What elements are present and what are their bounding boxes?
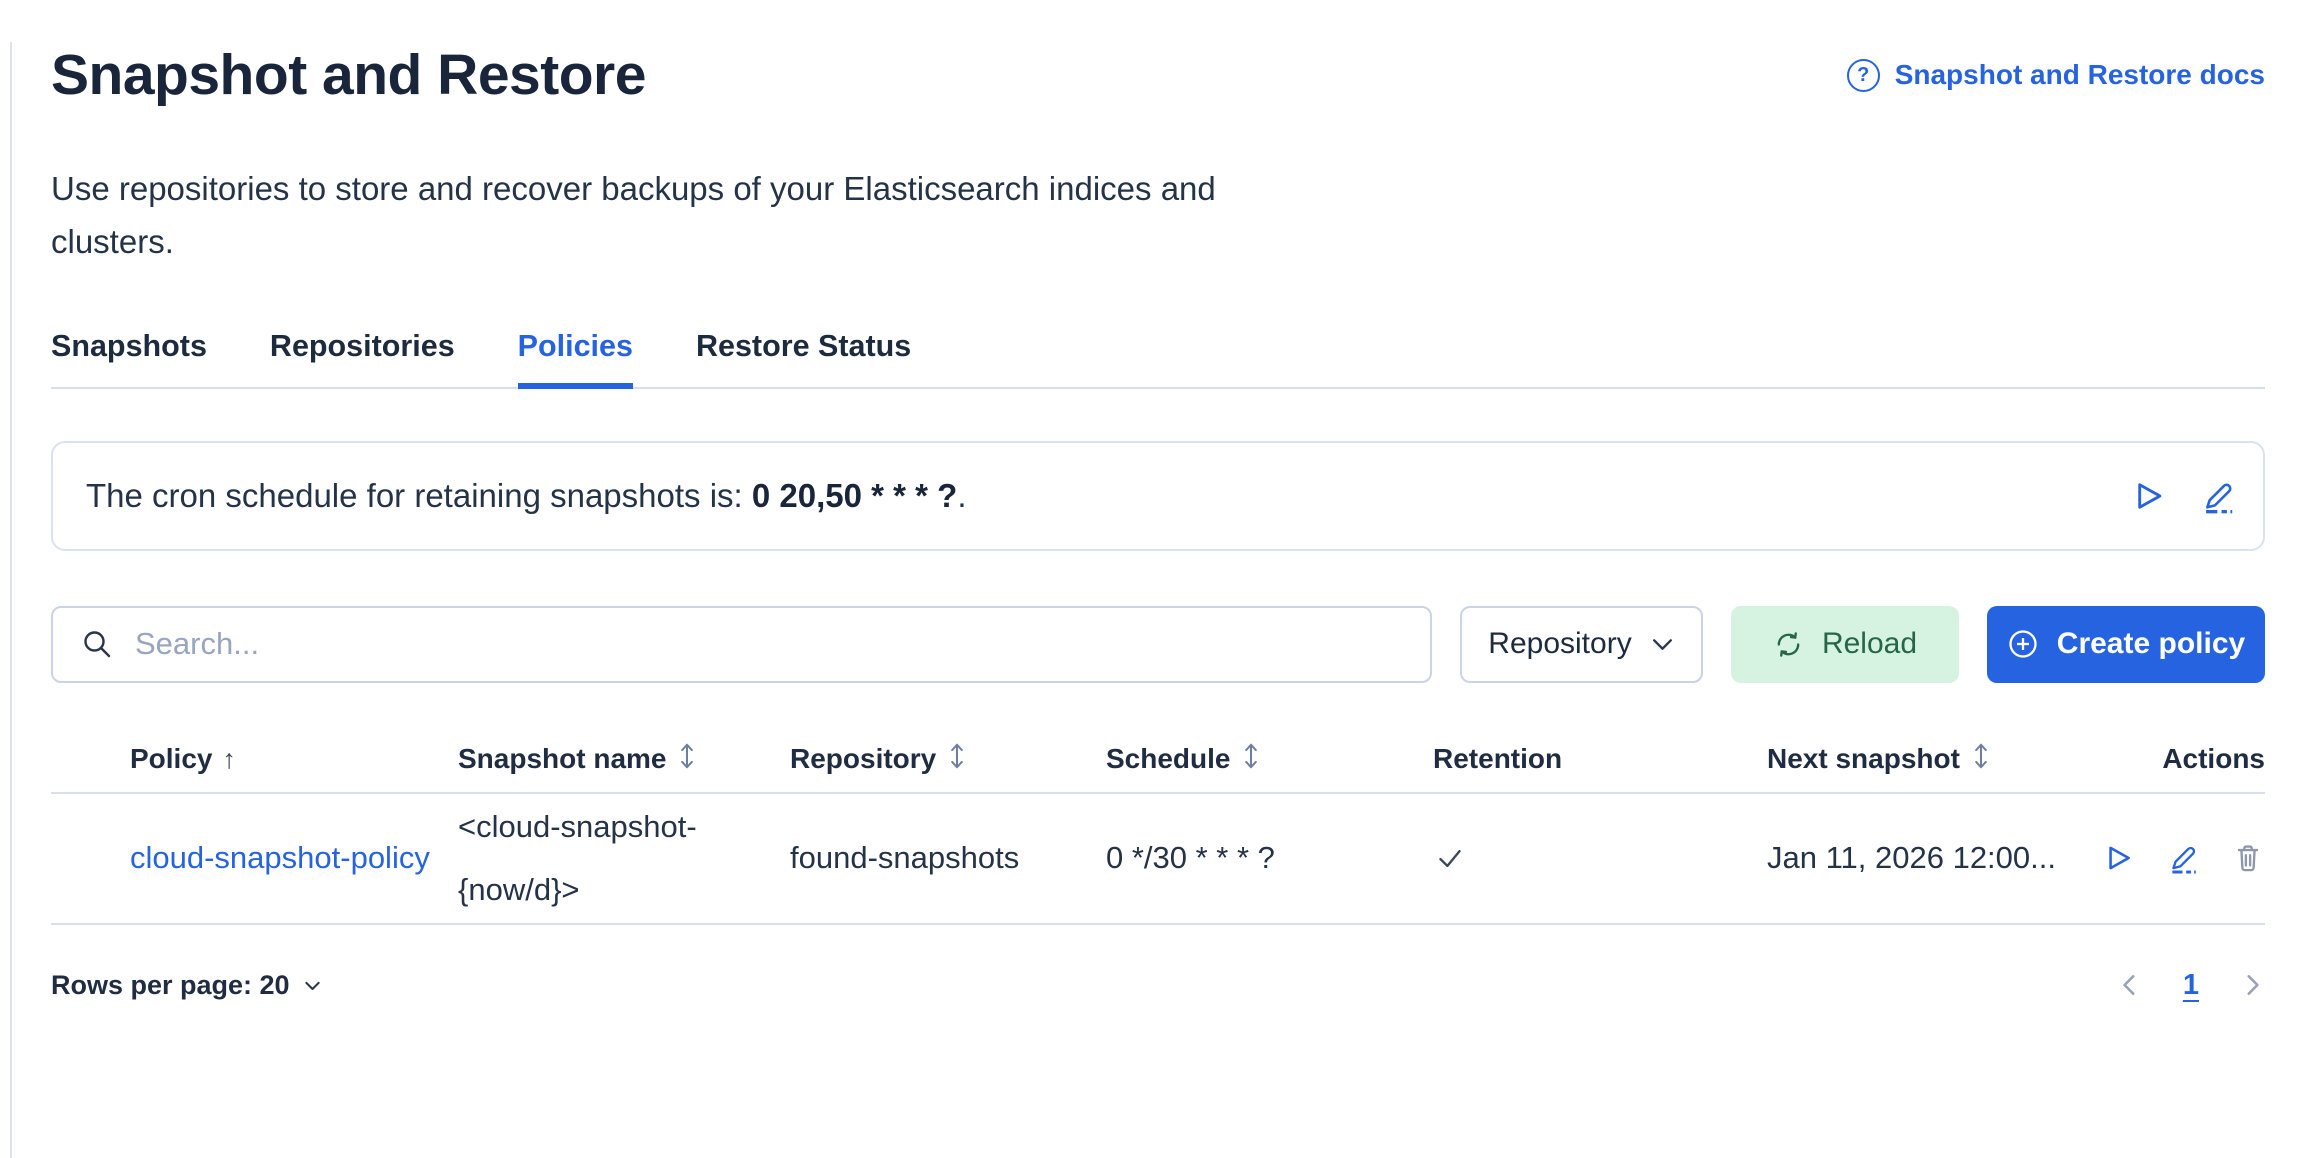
page-header: Snapshot and Restore ? Snapshot and Rest… [51, 42, 2265, 108]
rows-per-page-label: Rows per page: 20 [51, 969, 290, 1000]
row-actions [2100, 841, 2265, 875]
reload-button-label: Reload [1821, 627, 1918, 661]
panel-edge-divider [10, 42, 12, 1158]
page-number-1[interactable]: 1 [2182, 968, 2199, 1001]
schedule-cell: 0 */30 * * * ? [1106, 840, 1275, 876]
policies-toolbar: Repository Reload Create policy [51, 605, 2265, 683]
pencil-icon [2206, 483, 2233, 514]
column-header-next-snapshot[interactable]: Next snapshot [1767, 741, 2100, 778]
policy-name-link[interactable]: cloud-snapshot-policy [130, 840, 430, 876]
edit-policy-button[interactable] [2166, 841, 2200, 875]
repository-filter-label: Repository [1488, 627, 1632, 661]
rows-per-page-button[interactable]: Rows per page: 20 [51, 970, 323, 1001]
column-header-retention: Retention [1433, 743, 1563, 775]
snapshot-name-cell: <cloud-snapshot-{now/d}> [458, 808, 697, 908]
create-policy-label: Create policy [2056, 627, 2246, 661]
repository-filter-button[interactable]: Repository [1460, 605, 1703, 683]
cron-expression: 0 20,50 * * * ? [751, 476, 958, 514]
tab-snapshots[interactable]: Snapshots [51, 328, 207, 363]
sortable-icon [676, 741, 698, 778]
run-policy-button[interactable] [2101, 841, 2135, 875]
play-icon [2138, 483, 2162, 509]
pencil-icon [2172, 847, 2196, 874]
column-header-snapshot-name[interactable]: Snapshot name [458, 741, 790, 778]
page-description: Use repositories to store and recover ba… [51, 170, 1216, 261]
column-header-repository[interactable]: Repository [790, 741, 1106, 778]
create-policy-button[interactable]: Create policy [1987, 605, 2265, 683]
docs-link[interactable]: ? Snapshot and Restore docs [1846, 58, 2265, 92]
sort-asc-icon: ↑ [222, 743, 236, 774]
plus-circle-icon [2009, 630, 2037, 659]
search-box [51, 605, 1432, 683]
run-retention-button[interactable] [2129, 477, 2167, 515]
previous-page-button[interactable] [2117, 972, 2143, 998]
play-icon [2109, 847, 2130, 870]
next-page-button[interactable] [2239, 972, 2265, 998]
retention-schedule-text: The cron schedule for retaining snapshot… [86, 476, 967, 514]
table-header: Policy ↑ Snapshot name Repository Schedu… [51, 741, 2265, 794]
sortable-icon [1240, 741, 1262, 778]
help-icon: ? [1846, 58, 1880, 92]
column-header-actions: Actions [2162, 743, 2265, 775]
page-title: Snapshot and Restore [51, 43, 646, 107]
retention-cell [1433, 841, 1767, 875]
check-icon [1439, 850, 1461, 868]
trash-icon [2237, 845, 2259, 872]
column-header-schedule[interactable]: Schedule [1106, 741, 1433, 778]
reload-button[interactable]: Reload [1731, 605, 1959, 683]
chevron-down-icon [1652, 639, 1672, 650]
tabs: Snapshots Repositories Policies Restore … [51, 329, 2265, 389]
docs-link-label: Snapshot and Restore docs [1894, 59, 2265, 90]
edit-retention-button[interactable] [2199, 477, 2237, 515]
chevron-right-icon [2247, 975, 2259, 996]
sortable-icon [946, 741, 968, 778]
tab-restore-status[interactable]: Restore Status [695, 328, 912, 363]
retention-schedule-callout: The cron schedule for retaining snapshot… [51, 440, 2265, 551]
search-input[interactable] [135, 626, 1430, 663]
table-pagination: Rows per page: 20 1 [51, 969, 2265, 1002]
column-header-policy[interactable]: Policy ↑ [130, 743, 236, 775]
delete-policy-button[interactable] [2231, 841, 2265, 875]
table-row: cloud-snapshot-policy <cloud-snapshot-{n… [51, 794, 2265, 925]
search-icon [84, 631, 111, 658]
chevron-down-icon [304, 981, 320, 990]
sortable-icon [1970, 741, 1992, 778]
repository-cell: found-snapshots [790, 840, 1020, 876]
chevron-left-icon [2123, 975, 2135, 996]
refresh-icon [1777, 632, 1800, 657]
tab-policies[interactable]: Policies [517, 329, 633, 389]
next-snapshot-cell: Jan 11, 2026 12:00... [1767, 840, 2056, 876]
tab-repositories[interactable]: Repositories [269, 328, 455, 363]
